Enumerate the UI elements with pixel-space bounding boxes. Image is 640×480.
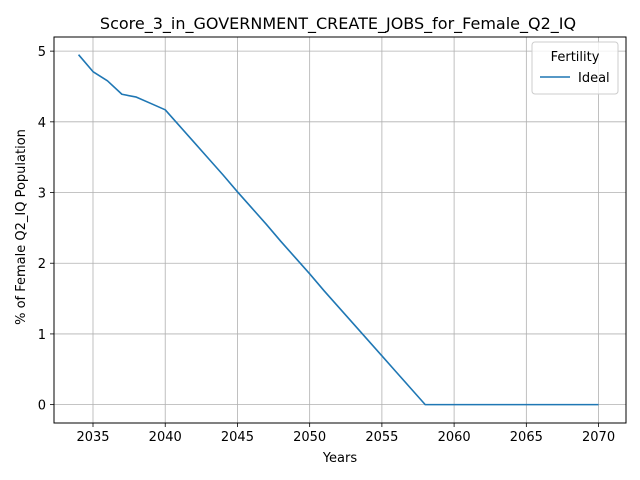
y-axis-label: % of Female Q2_IQ Population: [14, 129, 29, 325]
x-axis-ticks: 2035 2040 2045 2050 2055 2060 2065 2070: [76, 423, 615, 445]
x-tick-label: 2055: [365, 430, 398, 445]
series-layer: [77, 54, 599, 406]
legend-title: Fertility: [551, 50, 600, 65]
x-axis-label: Years: [322, 451, 358, 466]
x-tick-label: 2040: [149, 430, 182, 445]
x-tick-label: 2050: [293, 430, 326, 445]
y-tick-label: 4: [38, 116, 46, 131]
plot-frame: [53, 36, 627, 424]
x-tick-label: 2035: [76, 430, 109, 445]
y-tick-label: 0: [38, 399, 46, 414]
y-axis-ticks: 0 1 2 3 4 5: [38, 45, 54, 414]
y-tick-label: 5: [38, 45, 46, 60]
x-tick-label: 2060: [438, 430, 471, 445]
y-tick-label: 2: [38, 257, 46, 272]
x-tick-label: 2065: [510, 430, 543, 445]
y-tick-label: 3: [38, 187, 46, 202]
y-tick-label: 1: [38, 328, 46, 343]
grid-lines: [54, 37, 626, 423]
x-tick-label: 2070: [582, 430, 615, 445]
legend-box: [531, 41, 619, 95]
chart-title: Score_3_in_GOVERNMENT_CREATE_JOBS_for_Fe…: [100, 14, 576, 34]
legend: Fertility Ideal: [531, 41, 619, 95]
x-tick-label: 2045: [221, 430, 254, 445]
legend-label-ideal: Ideal: [578, 71, 610, 86]
series-line-ideal: [77, 54, 599, 406]
